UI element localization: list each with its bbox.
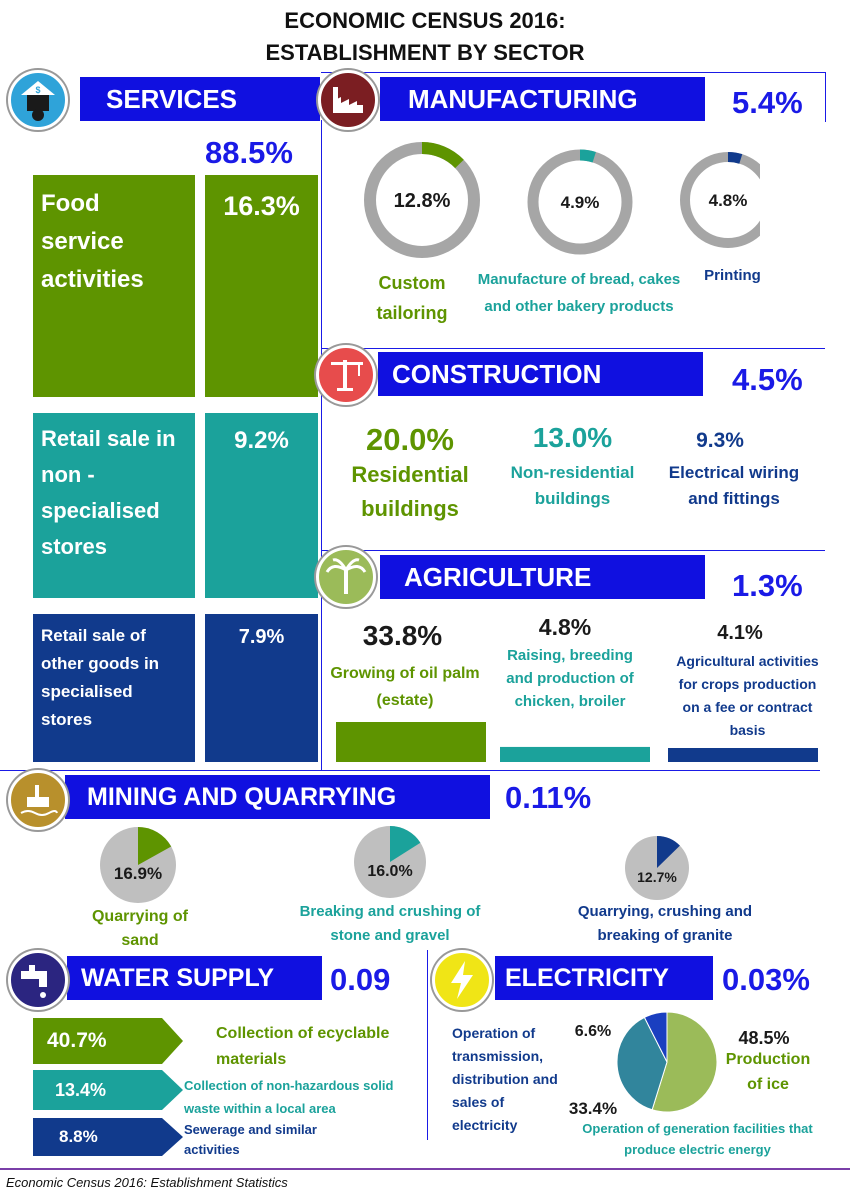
- mining-item-1-name: Quarrying of sand: [91, 908, 188, 949]
- agriculture-item-3-name: Agricultural activities for crops produc…: [676, 653, 819, 738]
- crane-icon: [316, 345, 376, 405]
- agriculture-bar-3: [668, 748, 818, 762]
- electricity-pie-slice-2: [616, 1016, 668, 1111]
- construction-banner: CONSTRUCTION: [378, 352, 703, 396]
- services-item-2-pct: 9.2%: [205, 413, 318, 598]
- water-item-2-name: Collection of non-hazardous solid waste …: [184, 1078, 394, 1116]
- electricity-item-3-name: Operation of transmission, distribution …: [452, 1025, 558, 1133]
- water-banner: WATER SUPPLY: [67, 956, 322, 1000]
- oil-rig-icon: [8, 770, 68, 830]
- agriculture-item-1-pct: 33.8%: [362, 620, 443, 651]
- mining-pie-label-1: 16.9%: [114, 864, 162, 883]
- construction-item-3-pct: 9.3%: [696, 429, 744, 452]
- water-share: 0.09: [330, 962, 391, 997]
- svg-text:$: $: [35, 85, 40, 95]
- mining-banner: MINING AND QUARRYING: [65, 775, 490, 819]
- services-banner: SERVICES: [80, 77, 320, 121]
- electricity-item-1-pct: 48.5%: [738, 1028, 790, 1048]
- agriculture-item-2-pct: 4.8%: [538, 614, 592, 640]
- water-electricity-divider: [427, 950, 428, 1140]
- water-item-2-pct: 13.4%: [33, 1070, 183, 1110]
- construction-item-2-pct: 13.0%: [532, 422, 613, 453]
- water-tap-icon: [8, 950, 68, 1010]
- mining-pies: 16.9% 16.0% 12.7%: [100, 826, 689, 903]
- water-item-1-name: Collection of ecyclable materials: [216, 1025, 390, 1068]
- construction-share: 4.5%: [732, 362, 803, 397]
- construction-item-2-name: Non-residential buildings: [510, 463, 635, 508]
- mining-item-2-name: Breaking and crushing of stone and grave…: [299, 903, 481, 944]
- title-line-2: ESTABLISHMENT BY SECTOR: [265, 40, 585, 65]
- electricity-pie-slice-3: [643, 1011, 668, 1063]
- water-item-3-name: Sewerage and similar activities: [184, 1122, 317, 1157]
- services-share: 88.5%: [205, 135, 293, 170]
- footer-line: [0, 1168, 850, 1170]
- footer-source: Economic Census 2016: Establishment Stat…: [6, 1175, 288, 1190]
- agriculture-item-2-name: Raising, breeding and production of chic…: [506, 647, 634, 710]
- services-item-3-name: Retail sale of other goods in specialise…: [33, 614, 195, 762]
- lightning-icon: [432, 950, 492, 1010]
- mining-pie-label-2: 16.0%: [367, 863, 412, 880]
- manufacturing-donut-label-3: 4.8%: [709, 191, 748, 210]
- electricity-pie-slice-1: [651, 1011, 718, 1113]
- agriculture-top-line: [321, 550, 825, 551]
- electricity-item-1-name: Production of ice: [725, 1051, 811, 1093]
- agriculture-bars: [336, 722, 818, 762]
- agriculture-share: 1.3%: [732, 568, 803, 603]
- agriculture-item-3-pct: 4.1%: [717, 622, 763, 644]
- services-divider: [321, 120, 322, 770]
- manufacturing-donuts: 12.8% 4.9% 4.8%: [364, 142, 760, 258]
- mining-item-3-name: Quarrying, crushing and breaking of gran…: [577, 903, 753, 944]
- electricity-pie: [616, 1011, 718, 1113]
- construction-item-1-name: Residential buildings: [351, 462, 469, 521]
- manufacturing-top-line: [321, 72, 825, 73]
- mining-top-line: [0, 770, 820, 771]
- manufacturing-donut-label-1: 12.8%: [394, 190, 451, 212]
- palm-tree-icon: [316, 547, 376, 607]
- manufacturing-banner: MANUFACTURING: [380, 77, 705, 121]
- manufacturing-donut-segment-3: [727, 152, 743, 164]
- construction-top-line: [321, 348, 825, 349]
- mining-pie-slice-1: [138, 827, 172, 865]
- electricity-item-2-name: Operation of generation facilities that …: [582, 1121, 813, 1157]
- manufacturing-share: 5.4%: [732, 85, 803, 120]
- water-item-1-pct: 40.7%: [33, 1018, 183, 1064]
- services-item-1-name: Food service activities: [33, 175, 195, 397]
- manufacturing-right-line: [825, 72, 826, 122]
- manufacturing-donut-segment-2: [579, 149, 596, 163]
- electricity-share: 0.03%: [722, 962, 810, 997]
- construction-item-1-pct: 20.0%: [366, 422, 454, 457]
- services-icon: $: [8, 70, 68, 130]
- services-item-2-name: Retail sale in non - specialised stores: [33, 413, 195, 598]
- electricity-item-3-pct: 6.6%: [574, 1023, 612, 1040]
- mining-pie-slice-3: [657, 836, 680, 868]
- manufacturing-item-3-name: Printing: [704, 267, 761, 284]
- mining-pie-label-3: 12.7%: [637, 869, 677, 885]
- manufacturing-item-1-name: Custom tailoring: [376, 273, 448, 323]
- electricity-item-2-pct: 33.4%: [568, 1099, 618, 1118]
- agriculture-item-1-name: Growing of oil palm (estate): [330, 665, 480, 709]
- agriculture-banner: AGRICULTURE: [380, 555, 705, 599]
- title-line-1: ECONOMIC CENSUS 2016:: [284, 8, 566, 33]
- electricity-banner: ELECTRICITY: [495, 956, 713, 1000]
- manufacturing-item-2-name: Manufacture of bread, cakes and other ba…: [477, 271, 681, 315]
- construction-item-3-name: Electrical wiring and fittings: [668, 463, 800, 508]
- mining-pie-slice-2: [390, 826, 421, 862]
- water-item-3-pct: 8.8%: [33, 1118, 183, 1156]
- agriculture-bar-2: [500, 746, 650, 762]
- manufacturing-donut-segment-1: [421, 142, 464, 169]
- factory-icon: [318, 70, 378, 130]
- services-item-1-pct: 16.3%: [205, 175, 318, 397]
- manufacturing-donut-label-2: 4.9%: [561, 193, 600, 212]
- agriculture-bar-1: [336, 722, 486, 762]
- mining-share: 0.11%: [505, 780, 592, 815]
- services-item-3-pct: 7.9%: [205, 614, 318, 762]
